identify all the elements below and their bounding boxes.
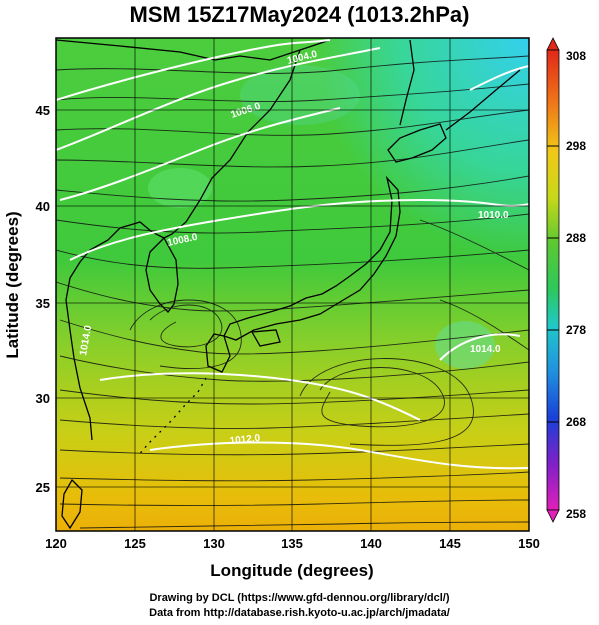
colorbar-tick-label: 258	[566, 507, 586, 521]
x-tick-label: 135	[281, 536, 303, 551]
isobar-label: 1012.0	[229, 433, 261, 447]
land-outlines	[56, 39, 521, 530]
colorbar: 308 298 288 278 268 258	[546, 37, 586, 523]
colorbar-tick-label: 268	[566, 415, 586, 429]
y-tick-label: 30	[36, 391, 50, 406]
credit-dcl: Drawing by DCL (https://www.gfd-dennou.o…	[149, 592, 450, 604]
isobar-label: 1010.0	[478, 210, 509, 221]
x-tick-label: 125	[124, 536, 146, 551]
x-tick-label: 140	[360, 536, 382, 551]
wind-streamlines	[56, 55, 529, 529]
plot-frame	[55, 37, 530, 532]
y-tick-label: 35	[36, 296, 50, 311]
y-tick-label: 40	[36, 199, 50, 214]
y-tick-label: 25	[36, 480, 50, 495]
temperature-field: 1004.0 1006.0 1008.0 1010.0 1012.0 1014.…	[56, 38, 529, 531]
y-tick-label: 45	[36, 103, 50, 118]
grid-lines	[56, 38, 529, 531]
x-axis: 120 125 130 135 140 145 150	[45, 536, 540, 551]
y-axis-label: Latitude (degrees)	[3, 211, 22, 358]
isobar-label: 1014.0	[78, 324, 94, 356]
credit-data-source: Data from http://database.rish.kyoto-u.a…	[149, 607, 450, 619]
x-tick-label: 120	[45, 536, 67, 551]
colorbar-tick-label: 308	[566, 49, 586, 63]
colorbar-tick-label: 278	[566, 323, 586, 337]
y-axis: 25 30 35 40 45	[36, 103, 50, 495]
colorbar-tick-label: 288	[566, 231, 586, 245]
x-tick-label: 150	[518, 536, 540, 551]
x-tick-label: 130	[203, 536, 225, 551]
chart-title: MSM 15Z17May2024 (1013.2hPa)	[129, 2, 470, 27]
isobars	[56, 39, 529, 470]
x-axis-label: Longitude (degrees)	[210, 561, 373, 580]
colorbar-tick-label: 298	[566, 139, 586, 153]
isobar-label: 1014.0	[470, 344, 501, 355]
x-tick-label: 145	[439, 536, 461, 551]
